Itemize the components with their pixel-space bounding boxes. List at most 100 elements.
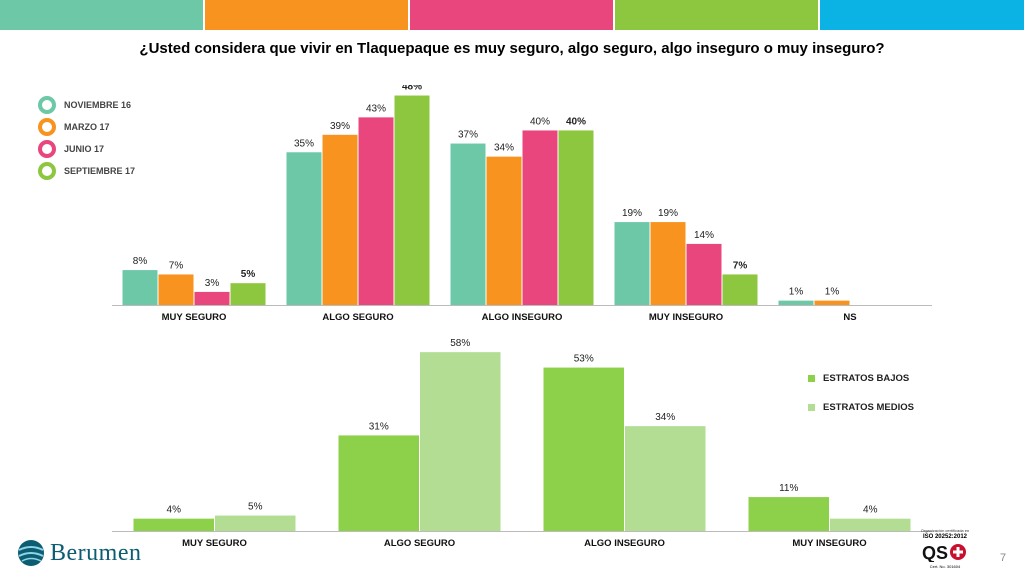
bar xyxy=(133,518,214,531)
bar xyxy=(686,243,722,305)
bar xyxy=(230,283,266,305)
bar xyxy=(322,134,358,305)
berumen-logo: Berumen xyxy=(16,538,141,568)
circle-icon xyxy=(38,162,56,180)
bar xyxy=(194,291,230,305)
data-label: 7% xyxy=(169,260,184,271)
data-label: 1% xyxy=(789,287,804,298)
category-tick-label: ALGO INSEGURO xyxy=(584,538,665,549)
data-label: 43% xyxy=(366,103,386,114)
data-label: 19% xyxy=(622,208,642,219)
category-tick-label: ALGO SEGURO xyxy=(322,312,393,323)
data-label: 14% xyxy=(694,230,714,241)
bar xyxy=(814,300,850,305)
bar xyxy=(158,274,194,305)
bar xyxy=(722,274,758,305)
data-label: 4% xyxy=(167,505,182,516)
page-title: ¿Usted considera que vivir en Tlaquepaqu… xyxy=(139,40,885,57)
data-label: 19% xyxy=(658,208,678,219)
bar xyxy=(543,367,624,531)
category-tick-label: MUY SEGURO xyxy=(162,312,227,323)
legend-item: ESTRATOS BAJOS xyxy=(808,364,914,393)
circle-icon xyxy=(38,118,56,136)
legend-item: JUNIO 17 xyxy=(38,138,135,160)
data-label: 7% xyxy=(733,260,748,271)
legend-item: NOVIEMBRE 16 xyxy=(38,94,135,116)
iso-certification-seal: Organización certificada en ISO 20252:20… xyxy=(916,528,974,572)
legend-label: SEPTIEMBRE 17 xyxy=(64,166,136,176)
legend-label: JUNIO 17 xyxy=(64,144,105,154)
bar xyxy=(625,426,706,531)
data-label: 37% xyxy=(458,130,478,141)
page-number: 7 xyxy=(1000,552,1007,564)
category-tick-label: MUY INSEGURO xyxy=(792,538,866,549)
bar xyxy=(614,222,650,305)
data-label: 34% xyxy=(494,143,514,154)
data-label: 58% xyxy=(450,338,470,349)
data-label: 40% xyxy=(566,116,586,127)
bar xyxy=(420,352,501,531)
data-label: 8% xyxy=(133,256,148,267)
data-label: 5% xyxy=(248,502,263,513)
category-tick-label: MUY SEGURO xyxy=(182,538,247,549)
square-icon xyxy=(808,375,815,382)
bar xyxy=(522,130,558,305)
square-icon xyxy=(808,404,815,411)
category-tick-label: MUY INSEGURO xyxy=(649,312,723,323)
category-tick-label: NS xyxy=(843,312,856,323)
data-label: 5% xyxy=(241,269,256,280)
bar xyxy=(215,515,296,531)
stripe-orange xyxy=(205,0,408,30)
bar xyxy=(778,300,814,305)
color-stripe-bar xyxy=(0,0,1024,30)
bar xyxy=(358,117,394,305)
legend-label: MARZO 17 xyxy=(64,122,110,132)
legend-item: ESTRATOS MEDIOS xyxy=(808,393,914,422)
bar xyxy=(338,435,419,531)
data-label: 40% xyxy=(530,116,550,127)
legend-bottom-chart: ESTRATOS BAJOS ESTRATOS MEDIOS xyxy=(808,364,914,422)
bar xyxy=(830,518,911,531)
stripe-pink xyxy=(410,0,613,30)
legend-item: MARZO 17 xyxy=(38,116,135,138)
globe-icon xyxy=(18,540,44,566)
cert-name: ISO 20252:2012 xyxy=(922,534,968,540)
stripe-blue xyxy=(820,0,1024,30)
bar xyxy=(650,222,686,305)
bottom-bar-chart: 4% 5% MUY SEGURO 31% 58% ALGO SEGURO 53% 34% ALG… xyxy=(112,338,932,549)
stripe-green xyxy=(615,0,818,30)
legend-label: ESTRATOS BAJOS xyxy=(823,373,910,384)
data-label: 39% xyxy=(330,121,350,132)
data-label: 1% xyxy=(825,287,840,298)
cert-caption: Organización certificada en xyxy=(920,528,970,533)
circle-icon xyxy=(38,140,56,158)
data-label: 3% xyxy=(205,278,220,289)
stripe-teal xyxy=(0,0,203,30)
qs-logo-icon: QS xyxy=(920,542,970,562)
data-label: 35% xyxy=(294,138,314,149)
legend-top-chart: NOVIEMBRE 16 MARZO 17 JUNIO 17 SEPTIEMBR… xyxy=(38,94,135,182)
legend-label: ESTRATOS MEDIOS xyxy=(823,402,914,413)
bar xyxy=(748,497,829,531)
data-label: 53% xyxy=(574,354,594,365)
data-label: 48% xyxy=(402,85,422,93)
category-tick-label: ALGO INSEGURO xyxy=(482,312,563,323)
cert-number: Cert. No. 301604 xyxy=(929,564,961,569)
svg-text:QS: QS xyxy=(922,543,948,562)
bar xyxy=(450,143,486,305)
bar xyxy=(122,270,158,305)
bar xyxy=(286,152,322,305)
top-bar-chart: 8% 7% 3% 5% MUY SEGURO 35% 39% 43% 48% ALGO SEGUR… xyxy=(112,85,932,323)
data-label: 4% xyxy=(863,505,878,516)
brand-name: Berumen xyxy=(50,539,142,566)
bar xyxy=(558,130,594,305)
legend-label: NOVIEMBRE 16 xyxy=(64,100,132,110)
bar xyxy=(394,95,430,305)
data-label: 31% xyxy=(369,421,389,432)
legend-item: SEPTIEMBRE 17 xyxy=(38,160,135,182)
data-label: 34% xyxy=(655,412,675,423)
circle-icon xyxy=(38,96,56,114)
bar xyxy=(486,156,522,305)
data-label: 11% xyxy=(779,483,798,494)
category-tick-label: ALGO SEGURO xyxy=(384,538,455,549)
